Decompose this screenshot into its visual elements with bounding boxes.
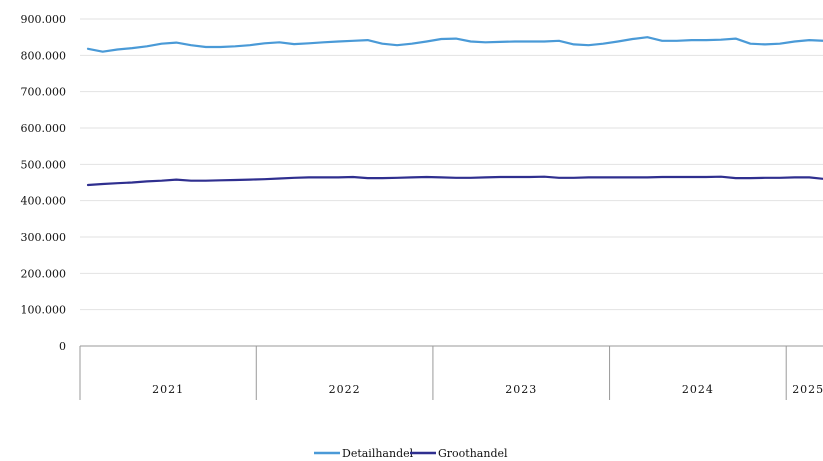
x-group-label: 2022 <box>329 383 361 396</box>
y-tick-label: 200.000 <box>21 267 67 280</box>
y-tick-label: 300.000 <box>21 231 67 244</box>
y-tick-label: 100.000 <box>21 304 67 317</box>
series-lines <box>86 36 823 187</box>
legend-label: Groothandel <box>438 447 508 460</box>
x-group-label: 2025 <box>792 383 823 396</box>
y-axis: 900.000 800.000 700.000 600.000 500.000 400.0… <box>21 13 67 353</box>
legend: Detailhandel Groothandel <box>314 447 508 460</box>
y-tick-label: 400.000 <box>21 195 67 208</box>
series-line-detailhandel <box>86 36 823 53</box>
series-line-groothandel <box>86 175 823 187</box>
y-tick-label: 700.000 <box>21 86 67 99</box>
y-tick-label: 800.000 <box>21 49 67 62</box>
x-axis: 2021 2022 2023 2024 2025 <box>79 345 823 400</box>
gridlines <box>80 18 823 311</box>
x-group-label: 2021 <box>152 383 184 396</box>
x-group-label: 2024 <box>682 383 714 396</box>
y-tick-label: 900.000 <box>21 13 67 26</box>
y-tick-label: 500.000 <box>21 158 67 171</box>
y-tick-label: 600.000 <box>21 122 67 135</box>
legend-label: Detailhandel <box>342 447 414 460</box>
x-group-label: 2023 <box>505 383 537 396</box>
y-tick-label: 0 <box>59 340 66 353</box>
